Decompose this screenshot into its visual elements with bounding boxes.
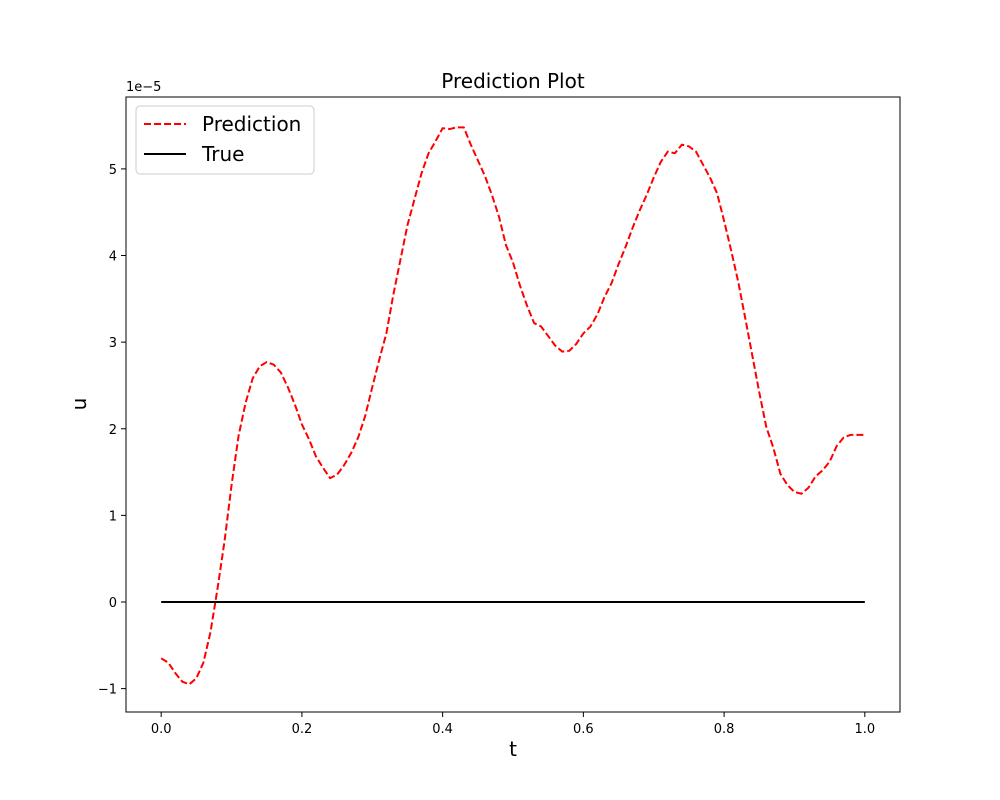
x-tick-label: 1.0 <box>854 722 875 737</box>
y-tick-label: 5 <box>109 163 117 178</box>
series-line-prediction <box>160 126 865 686</box>
x-axis-label: t <box>509 737 517 761</box>
legend: Prediction True <box>135 105 315 175</box>
y-tick-label: 4 <box>109 250 117 265</box>
plot-area <box>126 97 900 712</box>
y-tick-label: 2 <box>109 423 117 438</box>
plot-frame <box>125 96 901 713</box>
y-tick-label: 0 <box>109 596 117 611</box>
legend-label-prediction: Prediction <box>202 112 301 136</box>
chart-title: Prediction Plot <box>441 69 585 93</box>
legend-label-true: True <box>201 142 244 166</box>
x-tick-label: 0.4 <box>432 722 453 737</box>
y-axis-offset-label: 1e−5 <box>126 80 161 95</box>
series-layer <box>160 126 865 686</box>
y-tick-label: −1 <box>98 683 117 698</box>
x-tick-label: 0.8 <box>714 722 735 737</box>
y-axis-label: u <box>67 398 91 411</box>
x-axis-ticks: 0.0 0.2 0.4 0.6 0.8 1.0 <box>151 712 875 737</box>
y-axis-ticks: −1 0 1 2 3 4 5 <box>98 163 126 698</box>
y-tick-label: 1 <box>109 509 117 524</box>
y-tick-label: 3 <box>109 336 117 351</box>
x-tick-label: 0.6 <box>573 722 594 737</box>
x-tick-label: 0.0 <box>151 722 172 737</box>
x-tick-label: 0.2 <box>292 722 313 737</box>
